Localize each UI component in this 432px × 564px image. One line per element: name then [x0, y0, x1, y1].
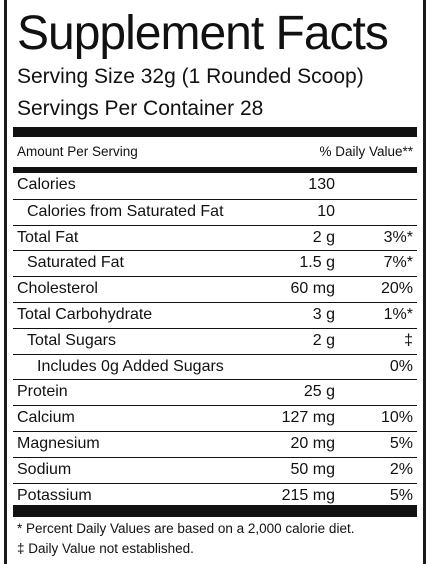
nutrient-daily-value: 5%: [389, 434, 413, 452]
serving-size: Serving Size 32g (1 Rounded Scoop): [17, 65, 364, 88]
nutrient-amount: 127 mg: [281, 409, 335, 427]
nutrient-amount: 2 g: [312, 331, 335, 349]
nutrient-name: Magnesium: [17, 434, 100, 452]
nutrient-row-potassium: Potassium 215 mg 5%: [13, 482, 417, 509]
nutrient-amount: 50 mg: [290, 460, 335, 478]
nutrient-name: Sodium: [17, 460, 72, 478]
divider-mid: [13, 167, 417, 173]
nutrient-amount: 1.5 g: [299, 254, 335, 272]
thick-divider-bottom: [13, 505, 417, 517]
nutrient-name: Total Carbohydrate: [17, 305, 153, 323]
nutrient-amount: 2 g: [312, 228, 335, 246]
nutrient-daily-value: 0%: [389, 357, 413, 375]
nutrient-amount: 130: [308, 176, 335, 193]
nutrient-amount: 60 mg: [290, 280, 335, 298]
daily-value-header: % Daily Value**: [319, 144, 413, 159]
nutrient-row-calcium: Calcium 127 mg 10%: [13, 405, 417, 431]
nutrient-amount: 10: [317, 202, 335, 220]
column-header-row: Amount Per Serving % Daily Value**: [17, 141, 413, 163]
footnote-percent-daily-values: * Percent Daily Values are based on a 2,…: [17, 521, 355, 536]
nutrient-name: Potassium: [17, 486, 92, 504]
nutrient-row-calories: Calories 130: [13, 173, 417, 199]
nutrient-row-sodium: Sodium 50 mg 2%: [13, 456, 417, 483]
nutrient-amount: 20 mg: [290, 434, 335, 452]
nutrient-daily-value: 3%*: [383, 228, 413, 246]
nutrient-daily-value: 1%*: [383, 305, 413, 323]
nutrient-amount: 25 g: [303, 383, 335, 401]
nutrient-name: Includes 0g Added Sugars: [37, 357, 224, 375]
nutrient-daily-value: 5%: [389, 486, 413, 504]
nutrient-name: Protein: [17, 383, 68, 401]
nutrient-table: Calories 130 Calories from Saturated Fat…: [13, 173, 417, 508]
nutrient-row-saturated-fat: Saturated Fat 1.5 g 7%*: [13, 250, 417, 276]
nutrient-name: Calcium: [17, 409, 75, 427]
nutrient-amount: 215 mg: [281, 486, 335, 504]
nutrient-row-calories-from-saturated-fat: Calories from Saturated Fat 10: [13, 198, 417, 225]
nutrient-daily-value: 2%: [389, 460, 413, 478]
nutrient-name: Total Fat: [17, 228, 79, 246]
nutrient-row-total-carbohydrate: Total Carbohydrate 3 g 1%*: [13, 301, 417, 328]
nutrient-name: Calories from Saturated Fat: [27, 202, 224, 220]
nutrient-daily-value: 7%*: [383, 254, 413, 272]
servings-per-container: Servings Per Container 28: [17, 97, 264, 120]
nutrient-row-total-sugars: Total Sugars 2 g ‡: [13, 327, 417, 354]
nutrient-row-protein: Protein 25 g: [13, 379, 417, 405]
nutrient-row-added-sugars: Includes 0g Added Sugars 0%: [13, 353, 417, 380]
nutrient-daily-value: 20%: [380, 280, 413, 298]
nutrient-row-total-fat: Total Fat 2 g 3%*: [13, 224, 417, 251]
nutrient-amount: 3 g: [312, 305, 335, 323]
nutrient-name: Saturated Fat: [27, 254, 124, 272]
nutrient-row-magnesium: Magnesium 20 mg 5%: [13, 430, 417, 457]
nutrient-row-cholesterol: Cholesterol 60 mg 20%: [13, 276, 417, 302]
nutrient-name: Calories: [17, 176, 76, 193]
nutrient-name: Cholesterol: [17, 280, 98, 298]
nutrient-name: Total Sugars: [27, 331, 116, 349]
supplement-facts-label: Supplement Facts Serving Size 32g (1 Rou…: [4, 0, 426, 564]
nutrient-daily-value: 10%: [380, 409, 413, 427]
thick-divider-top: [13, 127, 417, 137]
nutrient-daily-value: ‡: [404, 331, 413, 349]
amount-per-serving-header: Amount Per Serving: [17, 144, 138, 159]
footnote-daily-value-not-established: ‡ Daily Value not established.: [17, 541, 194, 556]
label-title: Supplement Facts: [17, 7, 389, 60]
